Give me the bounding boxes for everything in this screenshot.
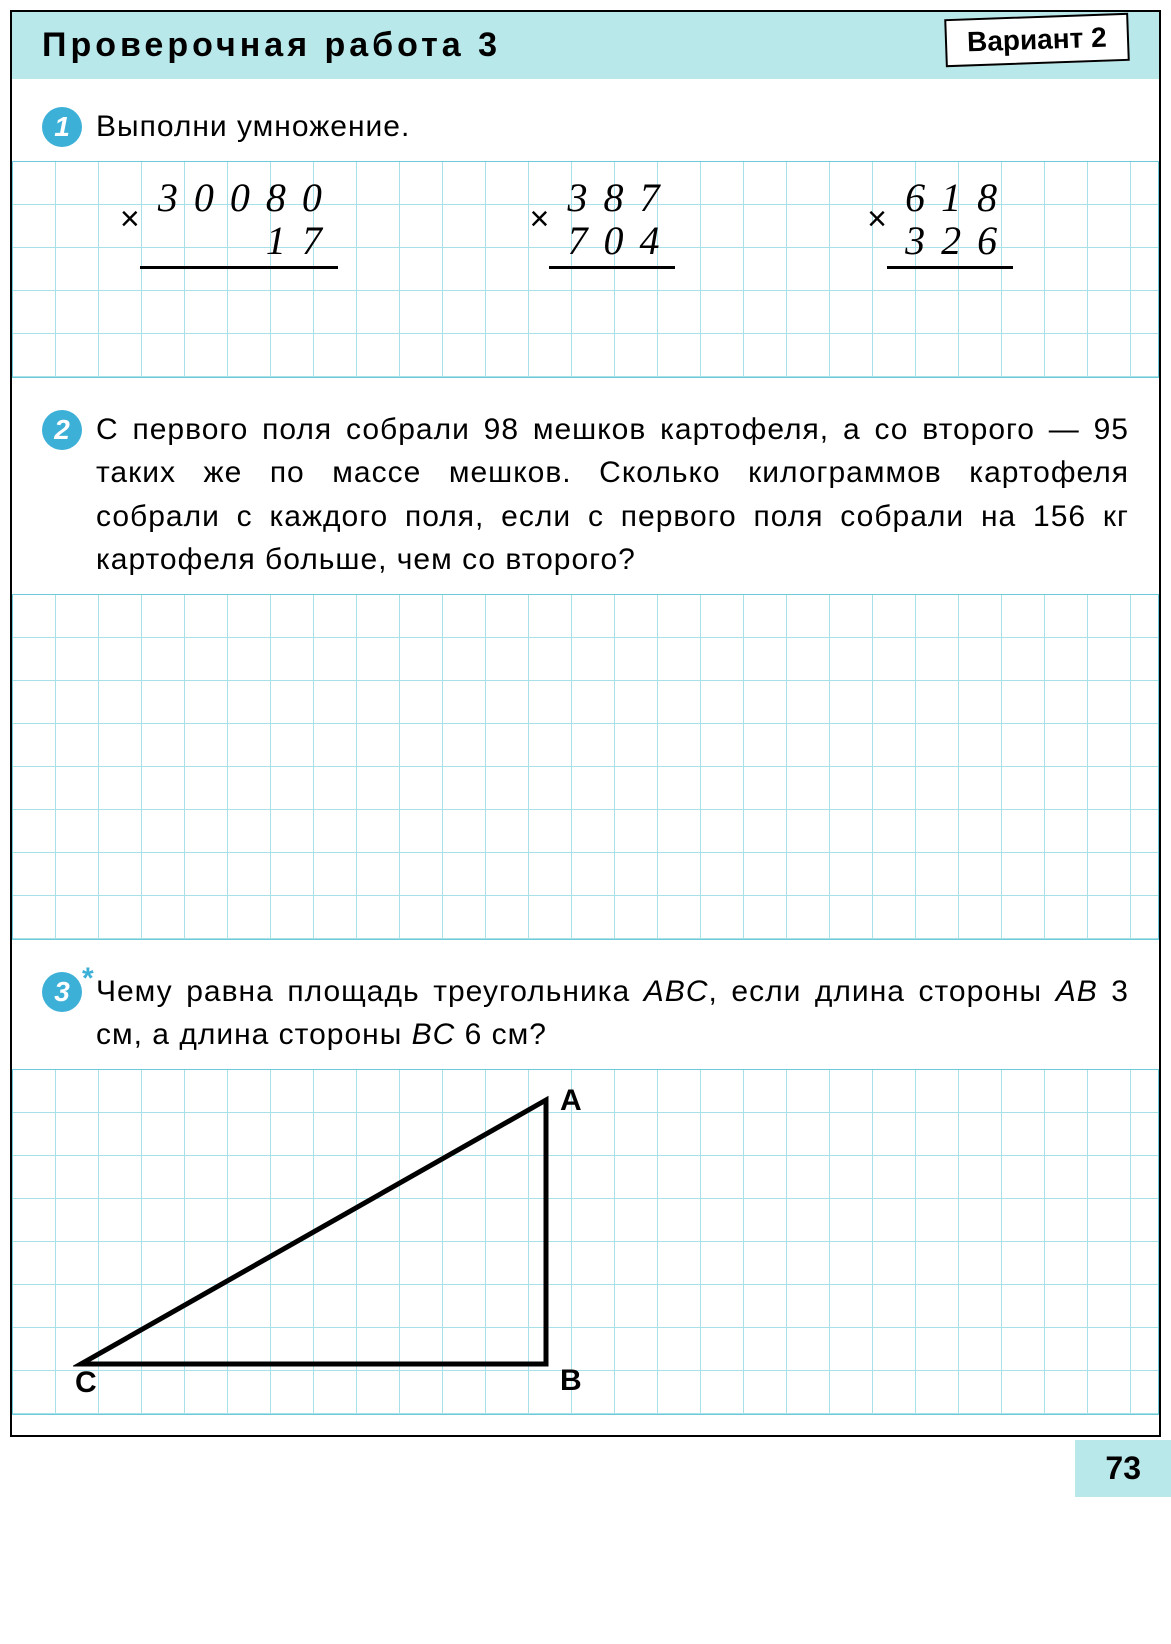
mult-underline xyxy=(549,266,675,269)
task-number-badge: 2 xyxy=(42,410,82,450)
mult-problem: × 618 326 xyxy=(905,176,1013,269)
mult-top: 387 xyxy=(567,176,675,219)
content-area: 1 Выполни умножение. × 30080 17 × 387 70 xyxy=(12,79,1159,1435)
page-title: Проверочная работа 3 xyxy=(42,26,501,64)
mult-underline xyxy=(887,266,1013,269)
task-2-grid[interactable] xyxy=(12,594,1159,940)
vertex-label-a: A xyxy=(560,1084,582,1117)
task-2: 2 С первого поля собрали 98 мешков карто… xyxy=(42,408,1129,582)
mult-problem: × 387 704 xyxy=(567,176,675,269)
prompt-fragment: Чему равна площадь треугольника xyxy=(96,975,644,1008)
mult-bottom: 17 xyxy=(158,219,338,262)
task-1: 1 Выполни умножение. xyxy=(42,105,1129,149)
task-number-badge: 3 xyxy=(42,972,82,1012)
task-3-grid[interactable]: A B C xyxy=(12,1069,1159,1415)
page-number: 73 xyxy=(1075,1440,1171,1497)
task-prompt: Выполни умножение. xyxy=(96,105,410,149)
math-var: AB xyxy=(1056,975,1098,1008)
task-3: 3 * Чему равна площадь треугольника ABC,… xyxy=(42,970,1129,1057)
times-sign: × xyxy=(120,198,140,241)
times-sign: × xyxy=(867,198,887,241)
triangle-diagram: A B C xyxy=(73,1082,633,1402)
task-prompt: Чему равна площадь треугольника ABC, есл… xyxy=(96,970,1129,1057)
worksheet-page: Проверочная работа 3 Вариант 2 1 Выполни… xyxy=(10,10,1161,1437)
mult-bottom: 326 xyxy=(905,219,1013,262)
mult-top: 30080 xyxy=(158,176,338,219)
math-var: ABC xyxy=(644,975,709,1008)
mult-problem: × 30080 17 xyxy=(158,176,338,269)
mult-top: 618 xyxy=(905,176,1013,219)
prompt-fragment: , если длина стороны xyxy=(708,975,1055,1008)
vertex-label-c: C xyxy=(75,1366,97,1399)
bonus-star-icon: * xyxy=(82,962,94,996)
variant-badge: Вариант 2 xyxy=(945,13,1130,67)
task-prompt: С первого поля собрали 98 мешков картофе… xyxy=(96,408,1129,582)
vertex-label-b: B xyxy=(560,1364,582,1397)
math-var: BC xyxy=(412,1018,456,1051)
task-1-grid[interactable]: × 30080 17 × 387 704 × 618 326 xyxy=(12,161,1159,378)
multiplication-row: × 30080 17 × 387 704 × 618 326 xyxy=(13,162,1158,269)
header-bar: Проверочная работа 3 Вариант 2 xyxy=(12,12,1159,79)
prompt-fragment: 6 см? xyxy=(455,1018,547,1051)
triangle-shape xyxy=(81,1100,546,1364)
task-number-badge: 1 xyxy=(42,107,82,147)
mult-underline xyxy=(140,266,338,269)
mult-bottom: 704 xyxy=(567,219,675,262)
times-sign: × xyxy=(529,198,549,241)
